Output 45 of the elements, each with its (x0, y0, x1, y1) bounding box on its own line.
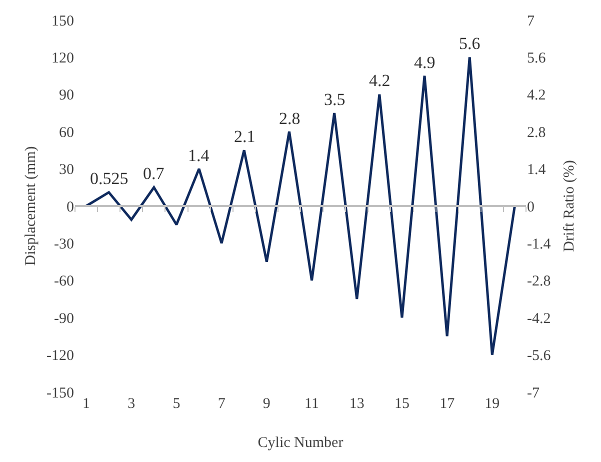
x-tick-label: 7 (218, 396, 226, 412)
y-tick-label: -60 (54, 274, 74, 290)
annotation: 2.1 (234, 127, 256, 146)
y-tick-label: 30 (59, 162, 74, 178)
annotation: 0.7 (143, 164, 165, 183)
y2-tick-label: 5.6 (527, 50, 546, 66)
x-tick-label: 1 (82, 396, 90, 412)
x-tick-label: 15 (394, 396, 410, 412)
x-tick-label: 5 (172, 396, 180, 412)
y-tick-label: 90 (59, 88, 74, 104)
y2-tick-label: 1.4 (527, 162, 546, 178)
x-axis-title: Cylic Number (258, 435, 344, 451)
y2-tick-label: -7 (527, 385, 540, 402)
y-tick-label: -150 (46, 385, 74, 402)
x-tick-label: 13 (349, 396, 364, 412)
y-tick-label: -30 (54, 236, 74, 252)
y2-tick-label: 0 (527, 199, 534, 216)
y2-tick-label: -4.2 (527, 310, 551, 327)
annotation: 1.4 (188, 146, 210, 165)
y2-tick-label: -5.6 (527, 348, 552, 364)
y2-tick-label: -2.8 (527, 274, 551, 290)
x-tick-label: 11 (304, 396, 320, 412)
annotation: 4.9 (414, 53, 436, 72)
x-tick-label: 17 (440, 396, 456, 412)
y-tick-label: -120 (46, 348, 74, 364)
y-tick-label: 150 (52, 13, 74, 30)
y2-tick-label: 7 (527, 13, 535, 30)
y2-tick-label: 2.8 (527, 124, 546, 141)
y-tick-label: 0 (66, 199, 74, 216)
line-series (85, 56, 516, 356)
y2-axis-title: Drift Ratio (%) (562, 160, 578, 252)
y-axis-title: Displacement (mm) (23, 146, 39, 266)
y-tick-label: -90 (54, 310, 74, 327)
x-tick-label: 3 (128, 396, 136, 412)
y2-tick-label: -1.4 (527, 236, 552, 252)
annotation: 4.2 (369, 71, 390, 90)
y-tick-label: 120 (52, 50, 74, 66)
x-tick-label: 9 (262, 396, 270, 412)
y2-tick-label: 4.2 (527, 88, 546, 104)
annotation: 5.6 (459, 34, 480, 53)
annotation: 2.8 (279, 109, 300, 128)
annotation: 3.5 (324, 90, 346, 109)
y-tick-label: 60 (59, 124, 74, 141)
x-tick-label: 19 (484, 396, 500, 412)
annotation: 0.525 (90, 169, 128, 188)
